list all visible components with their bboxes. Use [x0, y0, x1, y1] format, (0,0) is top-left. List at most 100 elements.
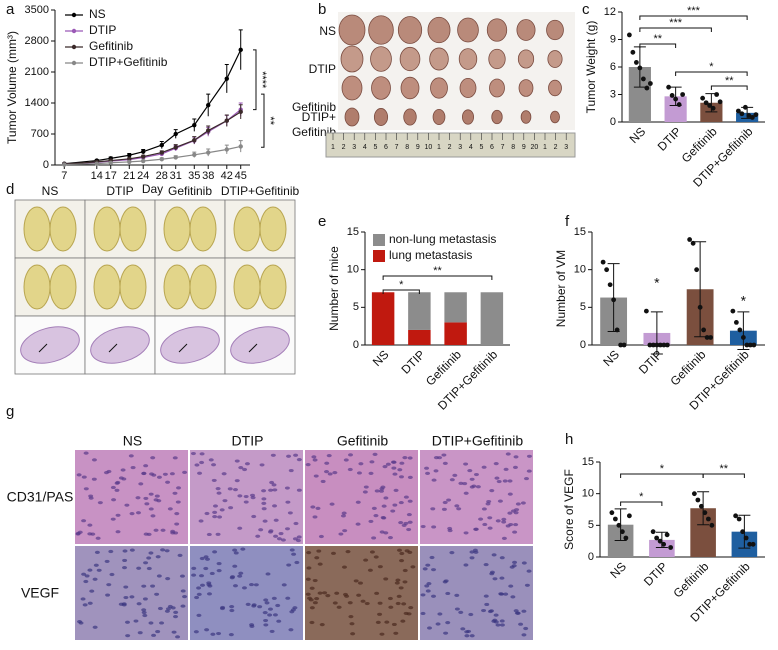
nucleus — [355, 522, 361, 526]
y-tick-label: 5 — [580, 301, 586, 313]
significance-label: * — [741, 293, 747, 309]
nucleus — [173, 610, 179, 614]
nucleus — [526, 469, 532, 473]
nucleus — [291, 552, 297, 556]
y-tick-label: 700 — [31, 128, 49, 140]
nucleus — [150, 584, 156, 588]
nucleus — [443, 579, 449, 583]
nucleus — [454, 593, 460, 597]
nucleus — [106, 583, 112, 587]
nucleus — [441, 453, 447, 457]
data-point — [704, 335, 710, 340]
nucleus — [262, 611, 268, 615]
x-tick-label: 7 — [61, 170, 67, 182]
nucleus — [348, 615, 354, 619]
nucleus — [390, 509, 396, 513]
x-tick-label: Gefitinib — [667, 347, 708, 388]
nucleus — [334, 591, 340, 595]
column-label: DTIP — [232, 433, 264, 449]
nucleus — [208, 458, 214, 462]
nucleus — [180, 604, 186, 608]
nucleus — [91, 458, 97, 462]
nucleus — [164, 549, 170, 553]
nucleus — [288, 628, 294, 632]
x-tick-label: 17 — [105, 170, 117, 182]
lung-lobe — [119, 264, 147, 310]
nucleus — [84, 574, 90, 578]
nucleus — [149, 472, 155, 476]
nucleus — [463, 531, 469, 535]
nucleus — [447, 528, 453, 533]
nucleus — [368, 519, 374, 524]
x-tick-label: 24 — [137, 170, 149, 182]
x-tick-label: DTIP — [641, 559, 670, 588]
nucleus — [503, 592, 509, 596]
nucleus — [269, 480, 275, 485]
nucleus — [122, 566, 128, 570]
y-tick-label: 10 — [582, 488, 594, 500]
nucleus — [143, 464, 149, 468]
ruler — [325, 132, 576, 158]
nucleus — [305, 462, 311, 467]
nucleus — [264, 601, 270, 605]
ruler-label: 1 — [331, 144, 335, 151]
marker — [224, 76, 229, 81]
y-axis-title: Number of mice — [327, 246, 341, 331]
nucleus — [93, 563, 99, 567]
nucleus — [80, 597, 86, 601]
nucleus — [401, 602, 407, 606]
nucleus — [305, 592, 311, 596]
nucleus — [374, 591, 380, 595]
nucleus — [261, 507, 267, 511]
nucleus — [206, 532, 212, 537]
tumor — [516, 19, 536, 41]
nucleus — [263, 598, 269, 602]
nucleus — [356, 471, 362, 475]
nucleus — [94, 550, 100, 555]
nucleus — [259, 463, 265, 467]
nucleus — [399, 559, 405, 563]
nucleus — [489, 489, 495, 493]
nucleus — [115, 530, 121, 534]
nucleus — [217, 515, 223, 519]
nucleus — [141, 610, 147, 615]
nucleus — [456, 507, 462, 511]
nucleus — [196, 592, 202, 597]
nucleus — [179, 574, 185, 578]
y-axis-title: Number of VM — [554, 250, 568, 327]
nucleus — [194, 463, 200, 467]
nucleus — [288, 468, 294, 473]
nucleus — [501, 520, 507, 524]
nucleus — [124, 503, 130, 507]
lung-lobe — [189, 264, 217, 310]
legend-label: non-lung metastasis — [389, 232, 496, 246]
nucleus — [396, 548, 402, 552]
marker — [159, 150, 164, 155]
panel-label: b — [318, 1, 326, 18]
tumor — [548, 79, 562, 97]
row-label: Gefitinib — [292, 125, 336, 139]
data-point — [621, 342, 627, 348]
tumor — [517, 49, 535, 69]
row-label: DTIP+ — [302, 110, 336, 124]
nucleus — [271, 596, 277, 600]
nucleus — [227, 487, 233, 491]
data-point — [647, 342, 653, 348]
legend-marker — [71, 28, 77, 34]
x-tick-label: DTIP — [636, 347, 665, 376]
nucleus — [379, 632, 385, 636]
histology — [20, 326, 80, 364]
nucleus — [468, 612, 474, 617]
nucleus — [268, 488, 274, 492]
nucleus — [111, 498, 117, 502]
nucleus — [501, 536, 507, 540]
tumor — [432, 108, 446, 126]
marker — [141, 154, 146, 159]
nucleus — [406, 512, 412, 517]
nucleus — [345, 550, 351, 554]
panel-label: e — [318, 213, 326, 230]
nucleus — [467, 468, 473, 473]
nucleus — [204, 511, 210, 516]
error-bar — [694, 241, 707, 338]
nucleus — [77, 530, 83, 534]
